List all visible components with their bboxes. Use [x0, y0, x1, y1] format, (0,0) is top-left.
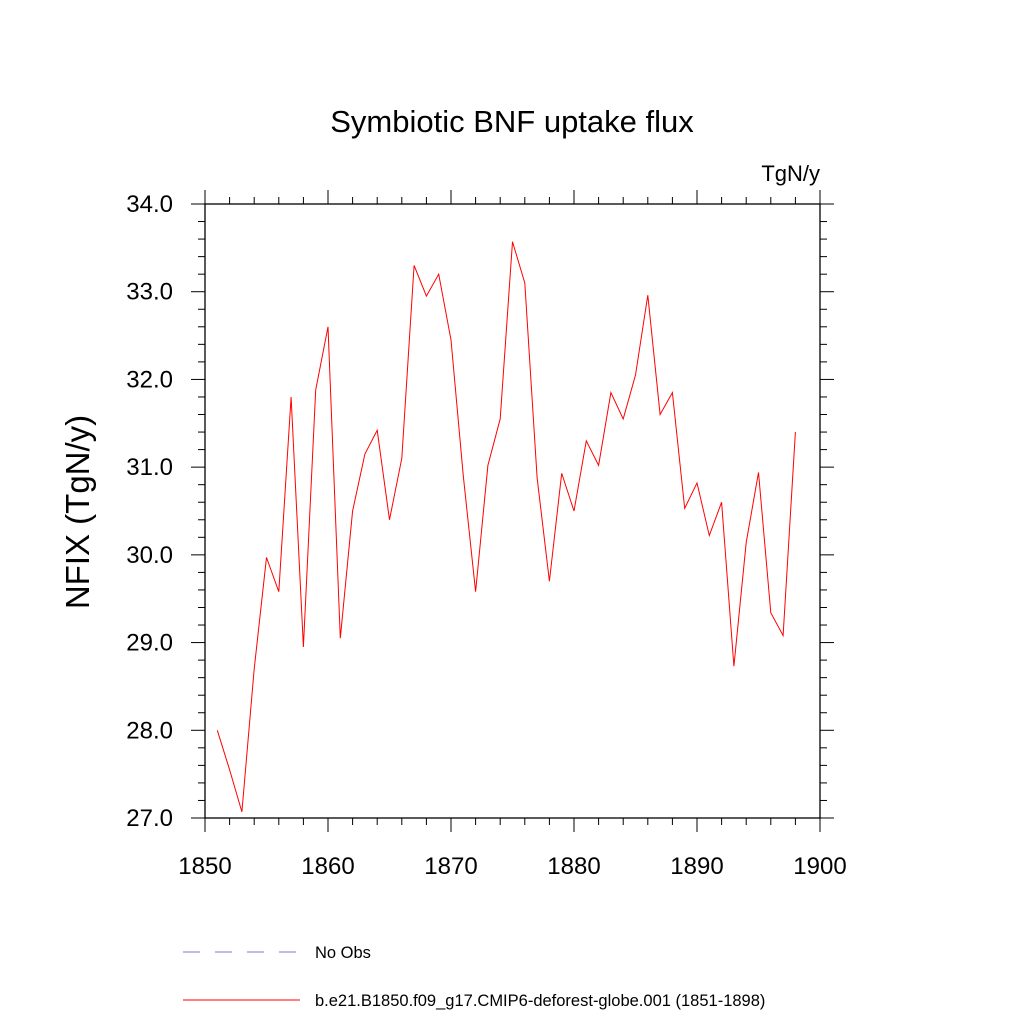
units-label: TgN/y [761, 161, 820, 186]
y-tick-label: 31.0 [126, 454, 173, 481]
x-tick-label: 1850 [178, 853, 231, 880]
y-tick-label: 29.0 [126, 630, 173, 657]
legend: No Obs b.e21.B1850.f09_g17.CMIP6-deforest… [183, 944, 765, 1010]
legend-label: No Obs [315, 944, 371, 962]
y-tick-label: 32.0 [126, 366, 173, 393]
x-tick-label: 1880 [547, 853, 600, 880]
plot-frame [204, 203, 821, 819]
x-tick-label: 1890 [670, 853, 723, 880]
y-tick-label: 30.0 [126, 542, 173, 569]
tick-labels: 1850 1860 1870 1880 1890 1900 27.0 28.0 29.0 30.0… [126, 191, 846, 880]
y-tick-label: 27.0 [126, 805, 173, 832]
y-tick-label: 28.0 [126, 717, 173, 744]
y-tick-label: 34.0 [126, 191, 173, 218]
x-tick-label: 1900 [793, 853, 846, 880]
y-tick-label: 33.0 [126, 279, 173, 306]
y-axis-label: NFIX (TgN/y) [59, 415, 96, 609]
chart-title: Symbiotic BNF uptake flux [330, 104, 694, 139]
x-tick-label: 1870 [424, 853, 477, 880]
series-line [216, 241, 796, 813]
series-layer [216, 241, 796, 813]
axis-ticks [191, 190, 834, 832]
x-tick-label: 1860 [301, 853, 354, 880]
legend-label: b.e21.B1850.f09_g17.CMIP6-deforest-globe… [315, 992, 765, 1010]
